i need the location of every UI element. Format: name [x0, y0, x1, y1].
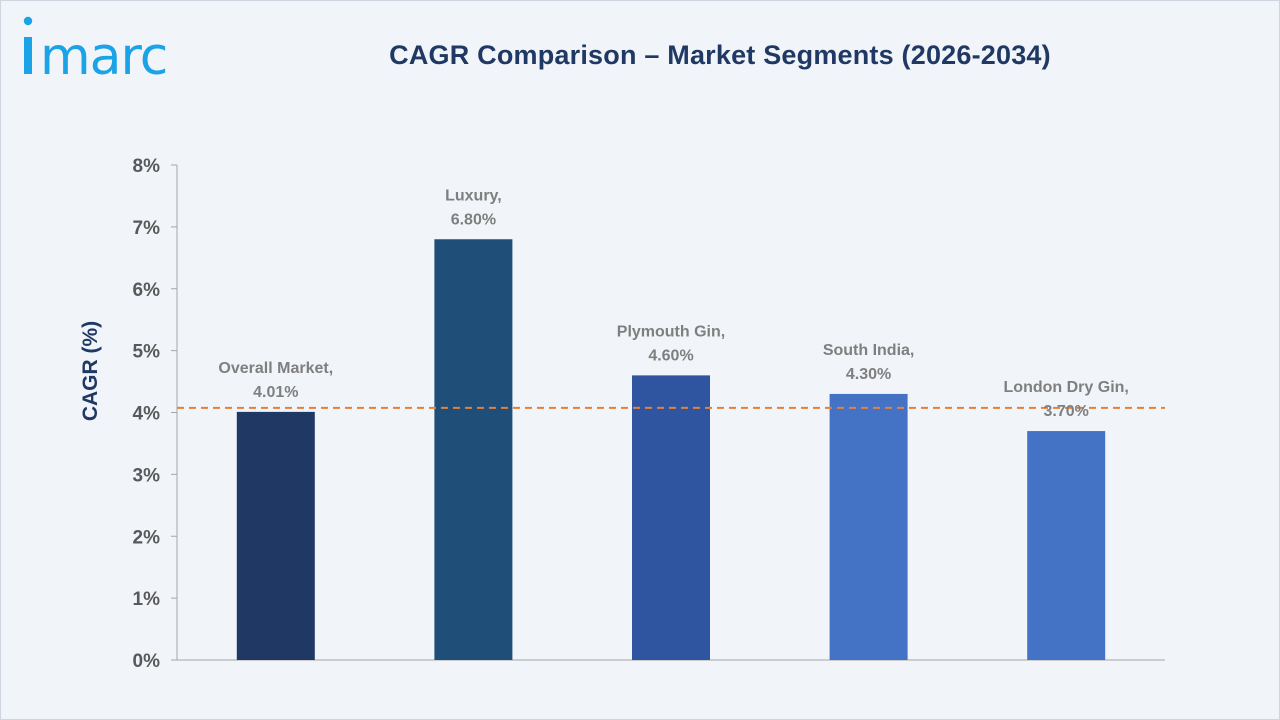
data-label-value: 4.01% — [253, 384, 298, 401]
y-tick-label: 8% — [133, 156, 161, 177]
y-tick-label: 2% — [133, 527, 161, 548]
y-tick-label: 3% — [133, 465, 161, 486]
logo-letter-i — [24, 37, 32, 74]
data-label-category: Overall Market, — [218, 360, 333, 377]
y-tick-label: 5% — [133, 342, 161, 363]
svg-text:marc: marc — [40, 27, 167, 84]
data-label-value: 6.80% — [451, 211, 496, 228]
y-tick-label: 0% — [133, 651, 161, 672]
data-label-category: Luxury, — [445, 187, 502, 204]
bar-london-dry-gin — [1027, 431, 1106, 660]
chart-title: CAGR Comparison – Market Segments (2026-… — [389, 40, 1051, 70]
y-axis-label: CAGR (%) — [79, 321, 102, 421]
bar-plymouth-gin — [632, 375, 710, 660]
imarc-logo: marc — [18, 14, 208, 89]
y-tick-label: 6% — [133, 280, 161, 301]
data-label-category: Plymouth Gin, — [617, 323, 725, 340]
bar-south-india — [829, 393, 908, 660]
bar-overall-market — [236, 411, 315, 660]
y-tick-label: 7% — [133, 218, 161, 239]
data-label-category: London Dry Gin, — [1004, 379, 1129, 396]
data-label-category: South India, — [823, 342, 915, 359]
bar-luxury — [434, 239, 513, 660]
data-label-value: 4.30% — [846, 366, 891, 383]
y-tick-label: 4% — [133, 404, 161, 425]
data-label-value: 3.70% — [1044, 403, 1089, 420]
y-tick-label: 1% — [133, 589, 161, 610]
data-label-value: 4.60% — [648, 347, 693, 364]
